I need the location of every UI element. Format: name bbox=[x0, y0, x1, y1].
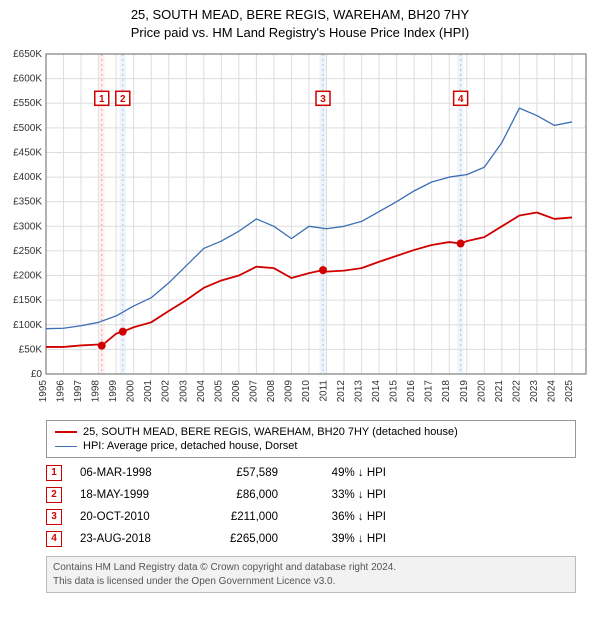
svg-text:2009: 2009 bbox=[283, 380, 294, 403]
svg-text:1999: 1999 bbox=[108, 380, 119, 403]
transaction-marker: 1 bbox=[46, 465, 62, 481]
svg-text:£450K: £450K bbox=[13, 148, 42, 159]
title-block: 25, SOUTH MEAD, BERE REGIS, WAREHAM, BH2… bbox=[0, 0, 600, 44]
svg-text:1998: 1998 bbox=[91, 380, 102, 403]
transaction-pct: 49% ↓ HPI bbox=[296, 467, 386, 479]
svg-text:£350K: £350K bbox=[13, 197, 42, 208]
svg-text:2023: 2023 bbox=[529, 380, 540, 403]
svg-text:1: 1 bbox=[99, 94, 105, 105]
legend-swatch bbox=[55, 446, 77, 447]
svg-text:2017: 2017 bbox=[424, 380, 435, 403]
title-address: 25, SOUTH MEAD, BERE REGIS, WAREHAM, BH2… bbox=[0, 6, 600, 24]
svg-text:2018: 2018 bbox=[441, 380, 452, 403]
svg-text:2014: 2014 bbox=[371, 380, 382, 403]
svg-text:2010: 2010 bbox=[301, 380, 312, 403]
svg-text:£600K: £600K bbox=[13, 74, 42, 85]
footer-line2: This data is licensed under the Open Gov… bbox=[53, 575, 569, 589]
legend-row: HPI: Average price, detached house, Dors… bbox=[55, 439, 567, 453]
svg-text:2021: 2021 bbox=[494, 380, 505, 403]
svg-text:2: 2 bbox=[120, 94, 126, 105]
legend-label: HPI: Average price, detached house, Dors… bbox=[83, 440, 297, 452]
transaction-row: 1 06-MAR-1998 £57,589 49% ↓ HPI bbox=[46, 462, 576, 484]
svg-text:2011: 2011 bbox=[319, 380, 330, 402]
svg-text:£650K: £650K bbox=[13, 49, 42, 60]
transaction-row: 2 18-MAY-1999 £86,000 33% ↓ HPI bbox=[46, 484, 576, 506]
svg-text:1997: 1997 bbox=[73, 380, 84, 403]
svg-text:£400K: £400K bbox=[13, 172, 42, 183]
svg-text:2008: 2008 bbox=[266, 380, 277, 403]
svg-text:2015: 2015 bbox=[389, 380, 400, 403]
transaction-date: 20-OCT-2010 bbox=[80, 511, 180, 523]
transaction-pct: 33% ↓ HPI bbox=[296, 489, 386, 501]
svg-text:£50K: £50K bbox=[19, 345, 43, 356]
svg-text:2004: 2004 bbox=[196, 380, 207, 403]
transaction-date: 06-MAR-1998 bbox=[80, 467, 180, 479]
svg-text:2012: 2012 bbox=[336, 380, 347, 403]
svg-text:£100K: £100K bbox=[13, 320, 42, 331]
svg-text:2002: 2002 bbox=[161, 380, 172, 403]
svg-text:£250K: £250K bbox=[13, 246, 42, 257]
svg-text:2000: 2000 bbox=[126, 380, 137, 403]
svg-text:2020: 2020 bbox=[476, 380, 487, 403]
chart-svg: £0 £50K £100K £150K £200K £250K £300K £350K £400… bbox=[0, 44, 600, 414]
transaction-marker: 4 bbox=[46, 531, 62, 547]
svg-text:£0: £0 bbox=[31, 369, 43, 380]
svg-text:2016: 2016 bbox=[406, 380, 417, 403]
svg-text:2003: 2003 bbox=[178, 380, 189, 403]
legend-row: 25, SOUTH MEAD, BERE REGIS, WAREHAM, BH2… bbox=[55, 425, 567, 439]
transaction-date: 18-MAY-1999 bbox=[80, 489, 180, 501]
transaction-price: £57,589 bbox=[198, 467, 278, 479]
transaction-pct: 36% ↓ HPI bbox=[296, 511, 386, 523]
svg-text:£500K: £500K bbox=[13, 123, 42, 134]
svg-text:£550K: £550K bbox=[13, 99, 42, 110]
transaction-price: £211,000 bbox=[198, 511, 278, 523]
svg-text:4: 4 bbox=[458, 94, 464, 105]
transaction-price: £86,000 bbox=[198, 489, 278, 501]
svg-text:1996: 1996 bbox=[56, 380, 67, 403]
chart-container: 25, SOUTH MEAD, BERE REGIS, WAREHAM, BH2… bbox=[0, 0, 600, 593]
svg-text:1995: 1995 bbox=[38, 380, 49, 403]
title-subtitle: Price paid vs. HM Land Registry's House … bbox=[0, 24, 600, 42]
svg-text:2005: 2005 bbox=[213, 380, 224, 403]
svg-text:2006: 2006 bbox=[231, 380, 242, 403]
transaction-date: 23-AUG-2018 bbox=[80, 533, 180, 545]
legend-label: 25, SOUTH MEAD, BERE REGIS, WAREHAM, BH2… bbox=[83, 426, 458, 438]
svg-text:2013: 2013 bbox=[354, 380, 365, 403]
svg-text:£200K: £200K bbox=[13, 271, 42, 282]
footer-line1: Contains HM Land Registry data © Crown c… bbox=[53, 561, 569, 575]
transaction-pct: 39% ↓ HPI bbox=[296, 533, 386, 545]
transaction-marker: 2 bbox=[46, 487, 62, 503]
svg-text:2022: 2022 bbox=[511, 380, 522, 403]
transaction-marker: 3 bbox=[46, 509, 62, 525]
svg-text:2019: 2019 bbox=[459, 380, 470, 403]
svg-text:3: 3 bbox=[320, 94, 326, 105]
footer-attribution: Contains HM Land Registry data © Crown c… bbox=[46, 556, 576, 593]
svg-text:2025: 2025 bbox=[564, 380, 575, 403]
transaction-row: 3 20-OCT-2010 £211,000 36% ↓ HPI bbox=[46, 506, 576, 528]
chart: £0 £50K £100K £150K £200K £250K £300K £350K £400… bbox=[0, 44, 600, 414]
svg-text:2024: 2024 bbox=[546, 380, 557, 403]
transaction-row: 4 23-AUG-2018 £265,000 39% ↓ HPI bbox=[46, 528, 576, 550]
legend-swatch bbox=[55, 431, 77, 433]
transaction-price: £265,000 bbox=[198, 533, 278, 545]
svg-text:2007: 2007 bbox=[248, 380, 259, 403]
svg-text:£150K: £150K bbox=[13, 296, 42, 307]
svg-text:2001: 2001 bbox=[143, 380, 154, 403]
legend: 25, SOUTH MEAD, BERE REGIS, WAREHAM, BH2… bbox=[46, 420, 576, 458]
svg-text:£300K: £300K bbox=[13, 222, 42, 233]
transaction-table: 1 06-MAR-1998 £57,589 49% ↓ HPI 2 18-MAY-1999… bbox=[46, 462, 576, 550]
